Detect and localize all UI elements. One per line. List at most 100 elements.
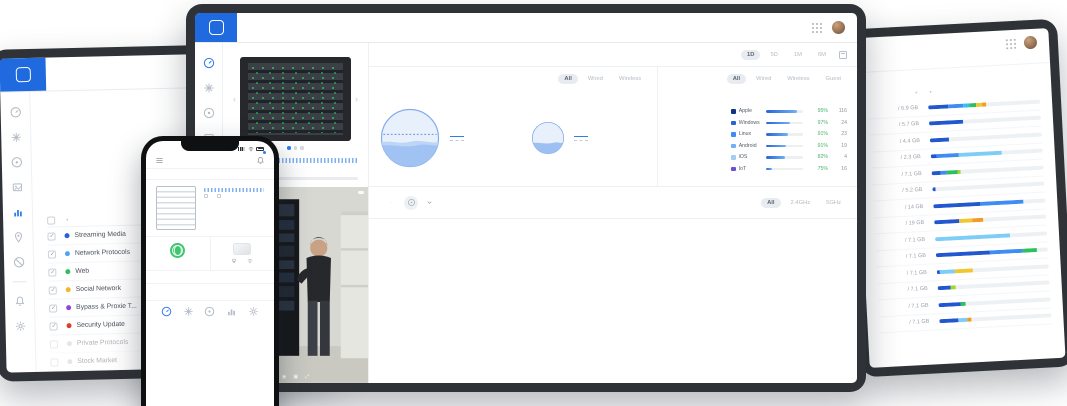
- category-color-dot: [64, 251, 70, 257]
- traffic-header[interactable]: [867, 90, 918, 99]
- menu-icon[interactable]: [155, 156, 164, 165]
- main-tablet-device: ‹ ›: [186, 4, 866, 392]
- block-icon[interactable]: [12, 256, 24, 268]
- category-color-dot: [65, 269, 71, 275]
- application-traffic: / 7.1 GB: [905, 253, 927, 261]
- filter-tab[interactable]: All: [761, 197, 781, 208]
- avatar[interactable]: [1023, 35, 1038, 49]
- filter-tab[interactable]: Guest: [825, 76, 841, 82]
- client-type-row: Apple 95% 116: [731, 106, 847, 118]
- checkbox[interactable]: [48, 267, 57, 277]
- chart-plot: [379, 225, 831, 369]
- checkbox[interactable]: [48, 285, 57, 295]
- client-type-color: [731, 109, 736, 114]
- clients-icon[interactable]: [10, 156, 22, 168]
- checkbox[interactable]: [47, 231, 56, 241]
- bell-icon[interactable]: [13, 295, 25, 307]
- filter-tab[interactable]: 5D: [770, 51, 778, 58]
- status-headline: [146, 169, 274, 180]
- server-rack-image: [240, 57, 351, 141]
- app-title: [247, 23, 250, 33]
- application-traffic: / 2.3 GB: [900, 154, 921, 162]
- apps-grid-icon[interactable]: [811, 22, 822, 33]
- internet-strip: 1D 5D 1M 6M: [369, 43, 857, 67]
- camera-fullscreen-icon: ⤢: [305, 374, 310, 380]
- dashboard-icon[interactable]: [9, 106, 21, 118]
- app-header: [195, 13, 857, 43]
- application-traffic-bar: [932, 181, 1045, 192]
- bell-icon[interactable]: [256, 150, 266, 170]
- wifi-experience-bar: All 2.4GHz 5GHz: [369, 187, 857, 219]
- signal-icon: [238, 146, 245, 151]
- camera-controls[interactable]: ◉ ▣ ⤢: [282, 374, 309, 380]
- gateway-device-icon: [233, 243, 252, 255]
- checkbox[interactable]: [50, 357, 59, 367]
- carousel-next-icon[interactable]: ›: [355, 93, 358, 104]
- filter-tab[interactable]: Wireless: [618, 76, 642, 82]
- carousel-prev-icon[interactable]: ‹: [233, 93, 236, 104]
- internet-card[interactable]: [146, 237, 210, 270]
- filter-tab[interactable]: 1D: [741, 49, 761, 60]
- statistics-icon[interactable]: [11, 206, 23, 218]
- filter-tab[interactable]: 5GHz: [826, 199, 841, 206]
- dashboard-icon[interactable]: [161, 306, 172, 317]
- access-point-selector[interactable]: [404, 195, 433, 210]
- clients-card[interactable]: [209, 237, 275, 270]
- sort-icon: [913, 90, 918, 96]
- filter-tab[interactable]: 2.4GHz: [790, 199, 811, 206]
- filter-tab[interactable]: All: [726, 74, 747, 84]
- dashboard-icon[interactable]: [203, 57, 215, 69]
- filter-tab[interactable]: Wireless: [787, 76, 810, 82]
- select-all-checkbox[interactable]: [47, 216, 56, 225]
- checkbox[interactable]: [49, 303, 58, 313]
- client-experience: 97%: [817, 119, 828, 126]
- wifi-icon: [248, 146, 254, 152]
- map-icon[interactable]: [12, 231, 24, 243]
- devices-icon[interactable]: [10, 131, 22, 143]
- unifi-u-icon: [15, 66, 31, 83]
- unifi-logo[interactable]: [0, 57, 47, 92]
- statistics-icon[interactable]: [226, 306, 237, 317]
- unifi-logo[interactable]: [195, 13, 237, 42]
- checkbox[interactable]: [49, 321, 58, 331]
- application-traffic-bar: [935, 247, 1048, 258]
- client-experience: 75%: [817, 165, 828, 172]
- gear-icon[interactable]: [14, 320, 26, 332]
- devices-icon[interactable]: [203, 82, 215, 94]
- filter-tab[interactable]: 1M: [793, 51, 802, 58]
- apps-grid-icon[interactable]: [1004, 37, 1017, 49]
- upload-gauge: [531, 121, 565, 155]
- phone-screen: [146, 141, 274, 406]
- carousel-dot[interactable]: [300, 146, 304, 150]
- carousel-dot[interactable]: [293, 146, 298, 150]
- checkbox[interactable]: [49, 339, 59, 349]
- clients-icon[interactable]: [204, 306, 215, 317]
- application-traffic-bar: [928, 99, 1041, 110]
- client-activity-bar: [766, 144, 803, 147]
- calendar-icon[interactable]: [839, 50, 847, 59]
- carousel-dot[interactable]: [287, 146, 291, 150]
- client-type-label: Apple: [738, 108, 752, 115]
- devices-icon[interactable]: [183, 306, 194, 317]
- client-total: 19: [841, 142, 847, 149]
- device-summary-card[interactable]: [146, 180, 274, 237]
- client-type-label: Linux: [738, 131, 752, 138]
- client-type-label: Windows: [738, 119, 760, 126]
- filter-tab[interactable]: 6M: [817, 51, 826, 58]
- application-traffic: / 7.1 GB: [908, 302, 929, 310]
- phone-nav-bar: [146, 150, 274, 170]
- avatar[interactable]: [832, 21, 845, 34]
- gear-icon[interactable]: [248, 306, 259, 317]
- insights-icon[interactable]: [11, 181, 23, 193]
- filter-tab[interactable]: Wired: [756, 76, 772, 82]
- filter-tab[interactable]: Wired: [587, 76, 603, 82]
- checkbox[interactable]: [47, 249, 57, 259]
- clients-icon[interactable]: [203, 107, 215, 119]
- application-traffic: / 5.7 GB: [898, 121, 920, 129]
- globe-icon: [170, 243, 186, 258]
- client-total: 23: [841, 131, 847, 138]
- filter-tab[interactable]: All: [558, 74, 578, 84]
- realtime-rule: [574, 135, 588, 137]
- realtime-rule: [450, 135, 464, 137]
- application-traffic: / 7.1 GB: [907, 286, 928, 294]
